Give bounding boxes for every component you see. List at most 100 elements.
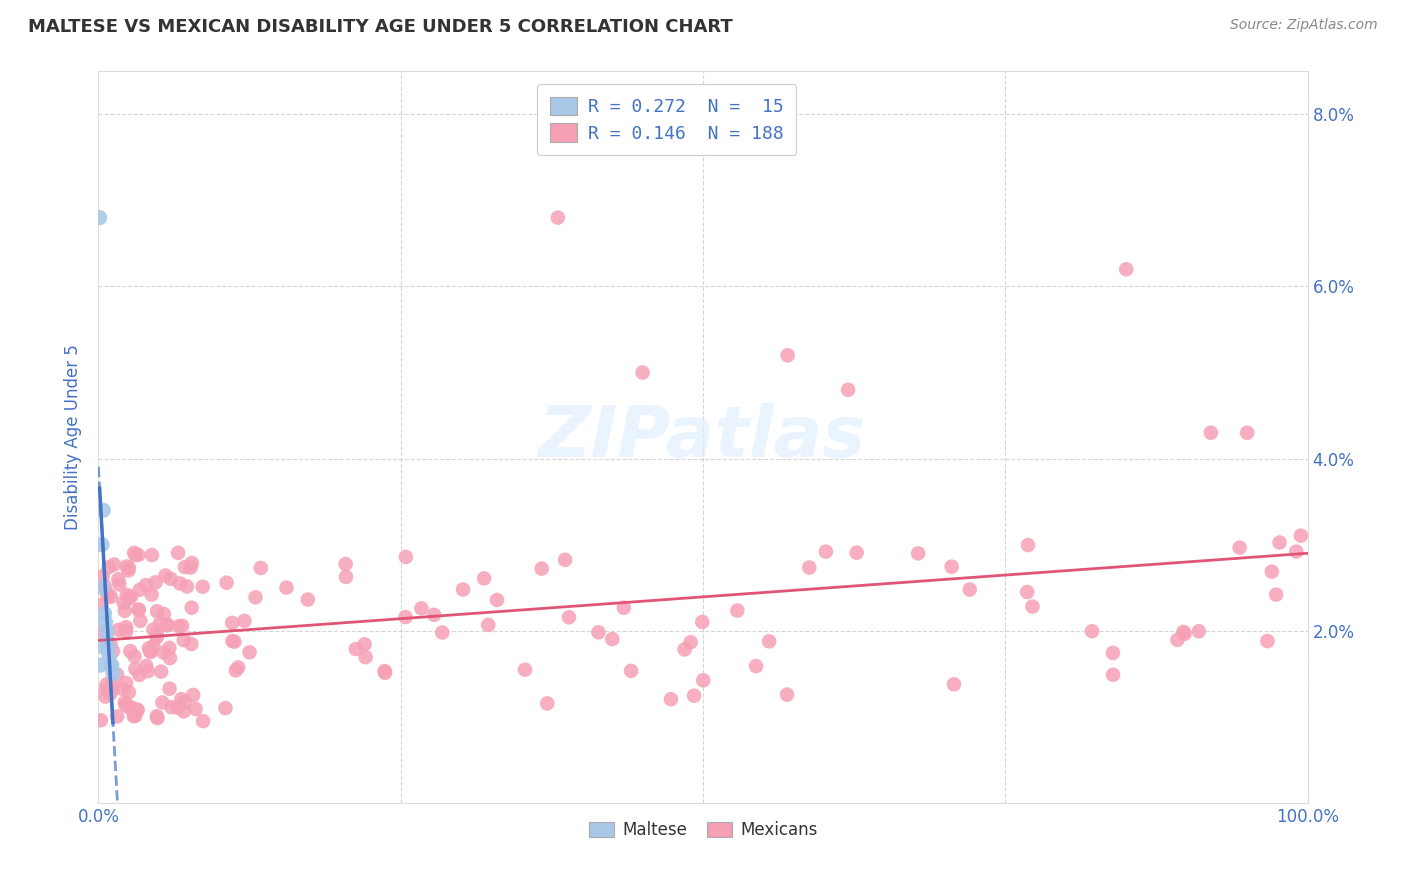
- Point: [107, 623, 129, 637]
- Point: [135, 578, 157, 592]
- Point: [146, 630, 169, 644]
- Point: [127, 703, 149, 717]
- Point: [124, 548, 146, 562]
- Point: [180, 637, 202, 651]
- Point: [101, 666, 124, 681]
- Point: [122, 546, 145, 560]
- Point: [90, 598, 112, 612]
- Point: [94, 615, 117, 629]
- Point: [112, 596, 135, 610]
- Point: [157, 640, 180, 655]
- Point: [91, 503, 114, 517]
- Point: [90, 713, 112, 727]
- Point: [1188, 624, 1211, 639]
- Point: [335, 557, 357, 571]
- Point: [423, 607, 446, 622]
- Point: [799, 560, 821, 574]
- Point: [97, 560, 120, 574]
- Point: [107, 572, 129, 586]
- Point: [245, 591, 267, 605]
- Point: [1265, 588, 1288, 602]
- Point: [907, 546, 929, 560]
- Point: [679, 635, 702, 649]
- Point: [941, 559, 963, 574]
- Point: [224, 634, 246, 648]
- Point: [297, 592, 319, 607]
- Point: [101, 682, 124, 697]
- Point: [114, 604, 136, 618]
- Point: [176, 579, 198, 593]
- Point: [692, 615, 714, 629]
- Point: [138, 641, 160, 656]
- Point: [374, 665, 396, 680]
- Point: [1236, 425, 1258, 440]
- Point: [600, 632, 623, 646]
- Point: [184, 702, 207, 716]
- Point: [1268, 535, 1291, 549]
- Point: [114, 696, 136, 710]
- Point: [513, 663, 536, 677]
- Point: [124, 709, 146, 723]
- Point: [115, 676, 138, 690]
- Point: [108, 577, 131, 591]
- Point: [1289, 528, 1312, 542]
- Point: [485, 593, 508, 607]
- Point: [139, 644, 162, 658]
- Point: [181, 556, 204, 570]
- Point: [1199, 425, 1222, 440]
- Point: [139, 645, 162, 659]
- Point: [93, 607, 115, 621]
- Point: [150, 665, 173, 679]
- Point: [111, 681, 134, 696]
- Point: [155, 568, 177, 582]
- Point: [215, 575, 238, 590]
- Point: [558, 610, 581, 624]
- Point: [276, 581, 298, 595]
- Point: [613, 600, 636, 615]
- Point: [156, 617, 179, 632]
- Point: [101, 677, 124, 691]
- Point: [170, 692, 193, 706]
- Point: [146, 711, 169, 725]
- Point: [129, 614, 152, 628]
- Point: [588, 625, 610, 640]
- Point: [659, 692, 682, 706]
- Point: [221, 634, 243, 648]
- Point: [128, 582, 150, 597]
- Point: [221, 615, 243, 630]
- Point: [620, 664, 643, 678]
- Point: [472, 571, 495, 585]
- Point: [96, 632, 118, 647]
- Point: [776, 348, 799, 362]
- Point: [1174, 626, 1197, 640]
- Point: [374, 664, 396, 678]
- Point: [1285, 544, 1308, 558]
- Point: [226, 660, 249, 674]
- Point: [94, 682, 117, 697]
- Point: [118, 685, 141, 699]
- Point: [98, 687, 121, 701]
- Point: [115, 588, 138, 602]
- Point: [118, 561, 141, 575]
- Point: [353, 637, 375, 651]
- Point: [173, 633, 195, 648]
- Point: [411, 601, 433, 615]
- Point: [1256, 634, 1278, 648]
- Point: [101, 644, 124, 658]
- Point: [166, 700, 188, 714]
- Point: [159, 681, 181, 696]
- Point: [673, 642, 696, 657]
- Point: [145, 709, 167, 723]
- Point: [180, 560, 202, 574]
- Point: [191, 580, 214, 594]
- Point: [105, 667, 128, 681]
- Point: [776, 688, 799, 702]
- Point: [122, 709, 145, 723]
- Point: [837, 383, 859, 397]
- Point: [814, 544, 837, 558]
- Point: [536, 697, 558, 711]
- Point: [91, 569, 114, 583]
- Point: [1166, 632, 1188, 647]
- Point: [141, 548, 163, 562]
- Point: [156, 618, 179, 632]
